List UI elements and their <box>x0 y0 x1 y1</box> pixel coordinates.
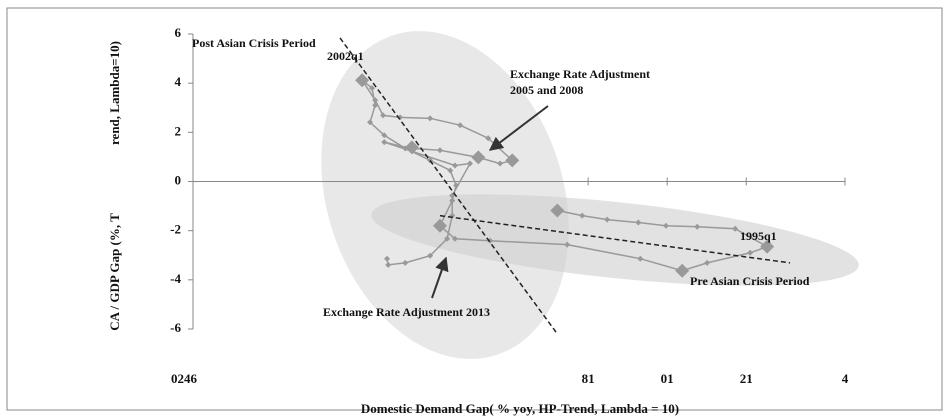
point <box>604 216 611 223</box>
annotation: 2005 and 2008 <box>510 83 583 97</box>
point <box>704 259 711 266</box>
y-tick-label: 6 <box>175 25 182 40</box>
point <box>380 112 387 119</box>
trend-line <box>439 214 791 264</box>
point <box>369 85 376 92</box>
point <box>760 239 775 254</box>
point <box>384 255 391 262</box>
point <box>432 218 447 233</box>
annotation: 2002q1 <box>327 49 364 63</box>
arrow <box>488 105 549 151</box>
point <box>471 150 486 165</box>
point <box>372 97 379 104</box>
point <box>381 139 388 146</box>
annotation: 1995q1 <box>740 229 777 243</box>
x-tick-label: 4 <box>842 371 849 386</box>
trend-line <box>339 37 558 335</box>
point <box>497 160 504 167</box>
point <box>427 252 434 259</box>
annotation: Exchange Rate Adjustment 2013 <box>323 305 490 319</box>
point <box>402 259 409 266</box>
y-tick-label: -2 <box>170 222 181 237</box>
point <box>579 212 586 219</box>
point <box>404 140 419 155</box>
annotation: Pre Asian Crisis Period <box>690 274 810 288</box>
frame <box>6 7 943 411</box>
point <box>564 241 571 248</box>
annotation: Exchange Rate Adjustment <box>510 67 650 81</box>
point <box>381 132 388 139</box>
point <box>747 249 754 256</box>
point <box>427 115 434 122</box>
point <box>372 102 379 109</box>
point <box>457 122 464 129</box>
point <box>447 167 454 174</box>
point <box>355 73 370 88</box>
point <box>451 235 458 242</box>
x-axis-title: Domestic Demand Gap( % yoy, HP-Trend, La… <box>361 401 679 416</box>
y-tick-label: -4 <box>170 271 181 286</box>
point <box>662 222 669 229</box>
y-tick-label: 0 <box>175 172 182 187</box>
point <box>449 197 456 204</box>
x-tick-label: 21 <box>740 371 753 386</box>
point <box>694 223 701 230</box>
arrow <box>431 256 449 299</box>
point <box>367 119 374 126</box>
point <box>444 235 451 242</box>
x-tick-label: 0246 <box>171 371 198 386</box>
x-tick-label: 81 <box>582 371 595 386</box>
point <box>385 261 392 268</box>
point <box>451 162 458 169</box>
point <box>637 255 644 262</box>
point <box>550 203 565 218</box>
point <box>436 147 443 154</box>
x-tick-label: 01 <box>661 371 674 386</box>
point <box>467 160 474 167</box>
y-tick-label: 2 <box>175 123 182 138</box>
point <box>635 219 642 226</box>
point <box>453 182 460 189</box>
annotation: Post Asian Crisis Period <box>192 36 316 50</box>
point <box>675 263 690 278</box>
point <box>505 153 520 168</box>
y-axis-title: CA / GDP Gap (%, T <box>107 213 122 331</box>
point <box>732 225 739 232</box>
y-tick-label: -6 <box>170 320 181 335</box>
y-axis-title: rend, Lambda=10) <box>107 41 122 145</box>
y-tick-label: 4 <box>175 74 182 89</box>
